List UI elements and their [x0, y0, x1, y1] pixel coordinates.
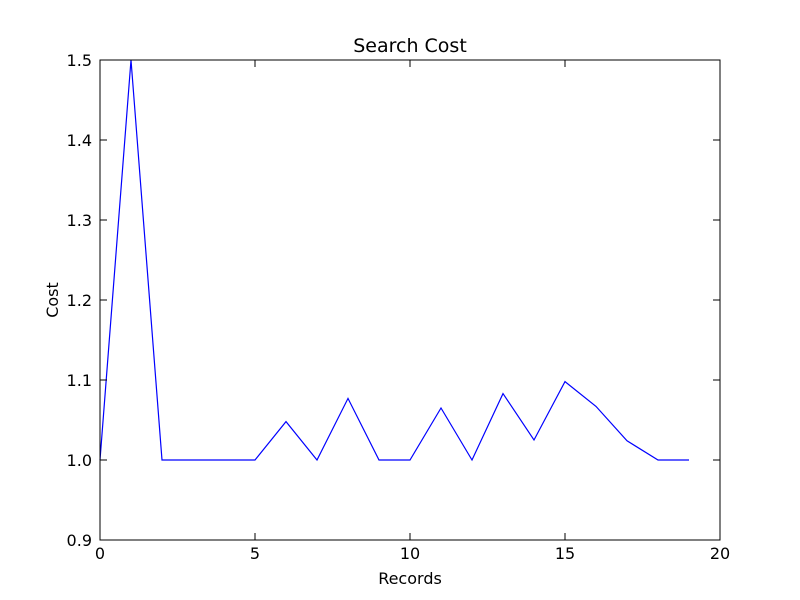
plot-area: 0 5 10 15 20 0.9 1.0 1.1 1.2 1.3 1.4 1.5 [67, 51, 731, 563]
x-tick-label: 20 [710, 544, 730, 563]
x-tick-label: 0 [95, 544, 105, 563]
y-tick-label: 1.3 [67, 211, 92, 230]
y-axis-title: Cost [43, 282, 62, 318]
y-tick-label: 1.1 [67, 371, 92, 390]
y-tick-label: 1.5 [67, 51, 92, 70]
y-tick-label: 1.2 [67, 291, 92, 310]
y-tick-label: 1.4 [67, 131, 92, 150]
y-tick-label: 1.0 [67, 451, 92, 470]
series-line-0 [99, 59, 689, 462]
x-tick-label: 15 [555, 544, 575, 563]
x-axis-title: Records [378, 569, 442, 588]
chart-title: Search Cost [353, 35, 467, 57]
x-tick-label: 5 [250, 544, 260, 563]
y-tick-label: 0.9 [67, 531, 92, 550]
x-tick-label: 10 [400, 544, 420, 563]
